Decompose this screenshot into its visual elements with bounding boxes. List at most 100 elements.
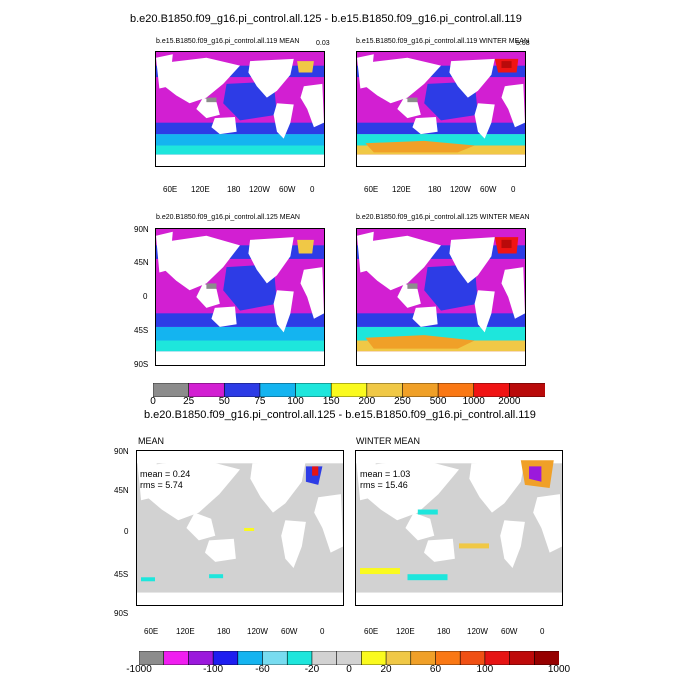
map-p1-band-north bbox=[156, 65, 324, 78]
map-p3-land-4 bbox=[273, 290, 294, 333]
map-p5-land-1 bbox=[186, 512, 216, 541]
map-p6-anom-6 bbox=[529, 466, 542, 482]
map-p6-anom-2 bbox=[407, 574, 448, 581]
map-p2-land-0 bbox=[360, 57, 441, 104]
map-p4-so-warm bbox=[365, 335, 475, 349]
map-p2-band-south-2 bbox=[357, 134, 525, 146]
colorbar-bottom-swatch-2 bbox=[188, 651, 214, 665]
colorbar-top-label-7: 250 bbox=[394, 396, 411, 407]
map-p6-anom-1 bbox=[360, 568, 400, 575]
map-p2-land-3 bbox=[449, 58, 495, 98]
cbar1-swatch-1 bbox=[188, 383, 226, 397]
lon-tick-p2-5: 0 bbox=[511, 185, 516, 194]
map-p2-land-2 bbox=[412, 116, 438, 135]
stat-rms-p6: rms = 15.46 bbox=[360, 480, 408, 490]
lon-tick-p1-3: 120W bbox=[249, 185, 270, 194]
cbar1-swatch-3 bbox=[259, 383, 297, 397]
map-p6-antarctica bbox=[356, 592, 562, 605]
map-panel-p5 bbox=[137, 451, 343, 605]
map-p5-land-0 bbox=[141, 458, 240, 521]
map-p1-band-south-2 bbox=[156, 134, 324, 146]
map-p6-anom-4 bbox=[417, 509, 438, 515]
map-panel-p4 bbox=[357, 229, 525, 365]
colorbar-bottom-swatch-10 bbox=[385, 651, 412, 665]
map-p3-grey-patch bbox=[206, 283, 217, 289]
map-p5-land-5 bbox=[314, 494, 343, 553]
lon-tick-p5-5: 0 bbox=[320, 627, 325, 636]
colorbar-bottom-label-3: -20 bbox=[304, 664, 320, 675]
colorbar-bottom-swatch-15 bbox=[509, 651, 536, 665]
map-p2-land-6 bbox=[357, 54, 374, 89]
map-p6-land-6 bbox=[356, 454, 377, 501]
stat-mean-p6: mean = 1.03 bbox=[360, 469, 411, 479]
lon-tick-p5-4: 60W bbox=[281, 627, 298, 636]
map-p5-land-4 bbox=[281, 520, 306, 569]
map-p4 bbox=[357, 229, 525, 365]
colorbar-bottom-swatch-8 bbox=[336, 651, 363, 665]
map-p2-band-north bbox=[357, 65, 525, 78]
map-p4-land-3 bbox=[449, 237, 495, 284]
map-p1-nat-warm bbox=[297, 61, 314, 73]
map-p6-land-1 bbox=[405, 512, 435, 541]
lon-tick-p1-0: 60E bbox=[163, 185, 178, 194]
map-p3-land-2 bbox=[211, 306, 237, 327]
panel-title-p6: WINTER MEAN bbox=[356, 436, 420, 446]
panel-title-p3: b.e20.B1850.f09_g16.pi_control.all.125 M… bbox=[156, 214, 300, 221]
map-p4-land-6 bbox=[357, 231, 374, 273]
map-p1-land-1 bbox=[196, 97, 220, 119]
map-p6-anom-3 bbox=[459, 543, 489, 549]
colorbar-bottom-swatch-4 bbox=[237, 651, 264, 665]
map-p4-land-0 bbox=[360, 235, 441, 291]
colorbar-bottom-labels: -1000 -100 -60 -20 0 20 60 100 1000 bbox=[0, 664, 700, 678]
colorbar-bottom-swatch-5 bbox=[262, 651, 289, 665]
map-p5-anom-3 bbox=[244, 528, 255, 531]
colorbar-top-label-9: 1000 bbox=[462, 396, 485, 407]
lon-tick-p2-0: 60E bbox=[364, 185, 379, 194]
map-p5-land-3 bbox=[250, 460, 306, 513]
colorbar-bottom-label-5: 20 bbox=[380, 664, 392, 675]
colorbar-bottom-swatch-7 bbox=[311, 651, 338, 665]
colorbar-top-label-8: 500 bbox=[429, 396, 447, 407]
map-p2-nat-core bbox=[501, 61, 512, 68]
lat-tick-p5-2: 0 bbox=[124, 527, 129, 536]
colorbar-bottom-swatch-13 bbox=[459, 651, 486, 665]
map-p5 bbox=[137, 451, 343, 605]
colorbar-top-label-5: 150 bbox=[322, 396, 340, 407]
map-p3-band-south-1 bbox=[156, 313, 324, 327]
lon-tick-p2-3: 120W bbox=[450, 185, 471, 194]
lat-tick-p3-1: 45N bbox=[134, 258, 149, 267]
lon-tick-p6-1: 120E bbox=[396, 627, 415, 636]
colorbar-top-label-10: 2000 bbox=[498, 396, 521, 407]
diff-title: b.e20.B1850.f09_g16.pi_control.all.125 -… bbox=[144, 409, 536, 421]
colorbar-bottom-swatch-1 bbox=[163, 651, 190, 665]
lon-tick-p5-0: 60E bbox=[144, 627, 159, 636]
colorbar-bottom-swatch-9 bbox=[361, 651, 387, 665]
map-p1-land-6 bbox=[156, 54, 173, 89]
colorbar-bottom-swatch-3 bbox=[212, 651, 239, 665]
cbar1-swatch-0 bbox=[153, 383, 190, 397]
map-p1-grey-patch bbox=[206, 97, 217, 103]
map-p4-land-4 bbox=[474, 290, 495, 333]
colorbar-top-label-1: 25 bbox=[183, 396, 195, 407]
colorbar-bottom-swatch-0 bbox=[139, 651, 165, 665]
lat-tick-p3-2: 0 bbox=[143, 292, 148, 301]
map-p6-land-5 bbox=[533, 494, 562, 553]
map-p5-land-2 bbox=[204, 538, 236, 562]
cbar1-swatch-7 bbox=[402, 383, 439, 397]
map-p3-band-south-3 bbox=[156, 340, 324, 352]
cbar1-swatch-4 bbox=[295, 383, 332, 397]
lon-tick-p6-2: 180 bbox=[437, 627, 451, 636]
colorbar-bottom bbox=[139, 651, 559, 665]
colorbar-top-label-0: 0 bbox=[150, 396, 156, 407]
map-p1-land-5 bbox=[300, 83, 324, 128]
map-p3 bbox=[156, 229, 324, 365]
map-p2-grey-patch bbox=[407, 97, 418, 103]
map-p3-antarctica bbox=[156, 351, 324, 365]
lon-tick-p1-4: 60W bbox=[279, 185, 296, 194]
lon-tick-p6-5: 0 bbox=[540, 627, 545, 636]
map-p1-antarctica bbox=[156, 154, 324, 166]
cbar1-swatch-9 bbox=[473, 383, 511, 397]
lon-tick-p5-2: 180 bbox=[217, 627, 231, 636]
colorbar-bottom-label-8: 1000 bbox=[547, 664, 571, 675]
colorbar-top-label-6: 200 bbox=[358, 396, 376, 407]
